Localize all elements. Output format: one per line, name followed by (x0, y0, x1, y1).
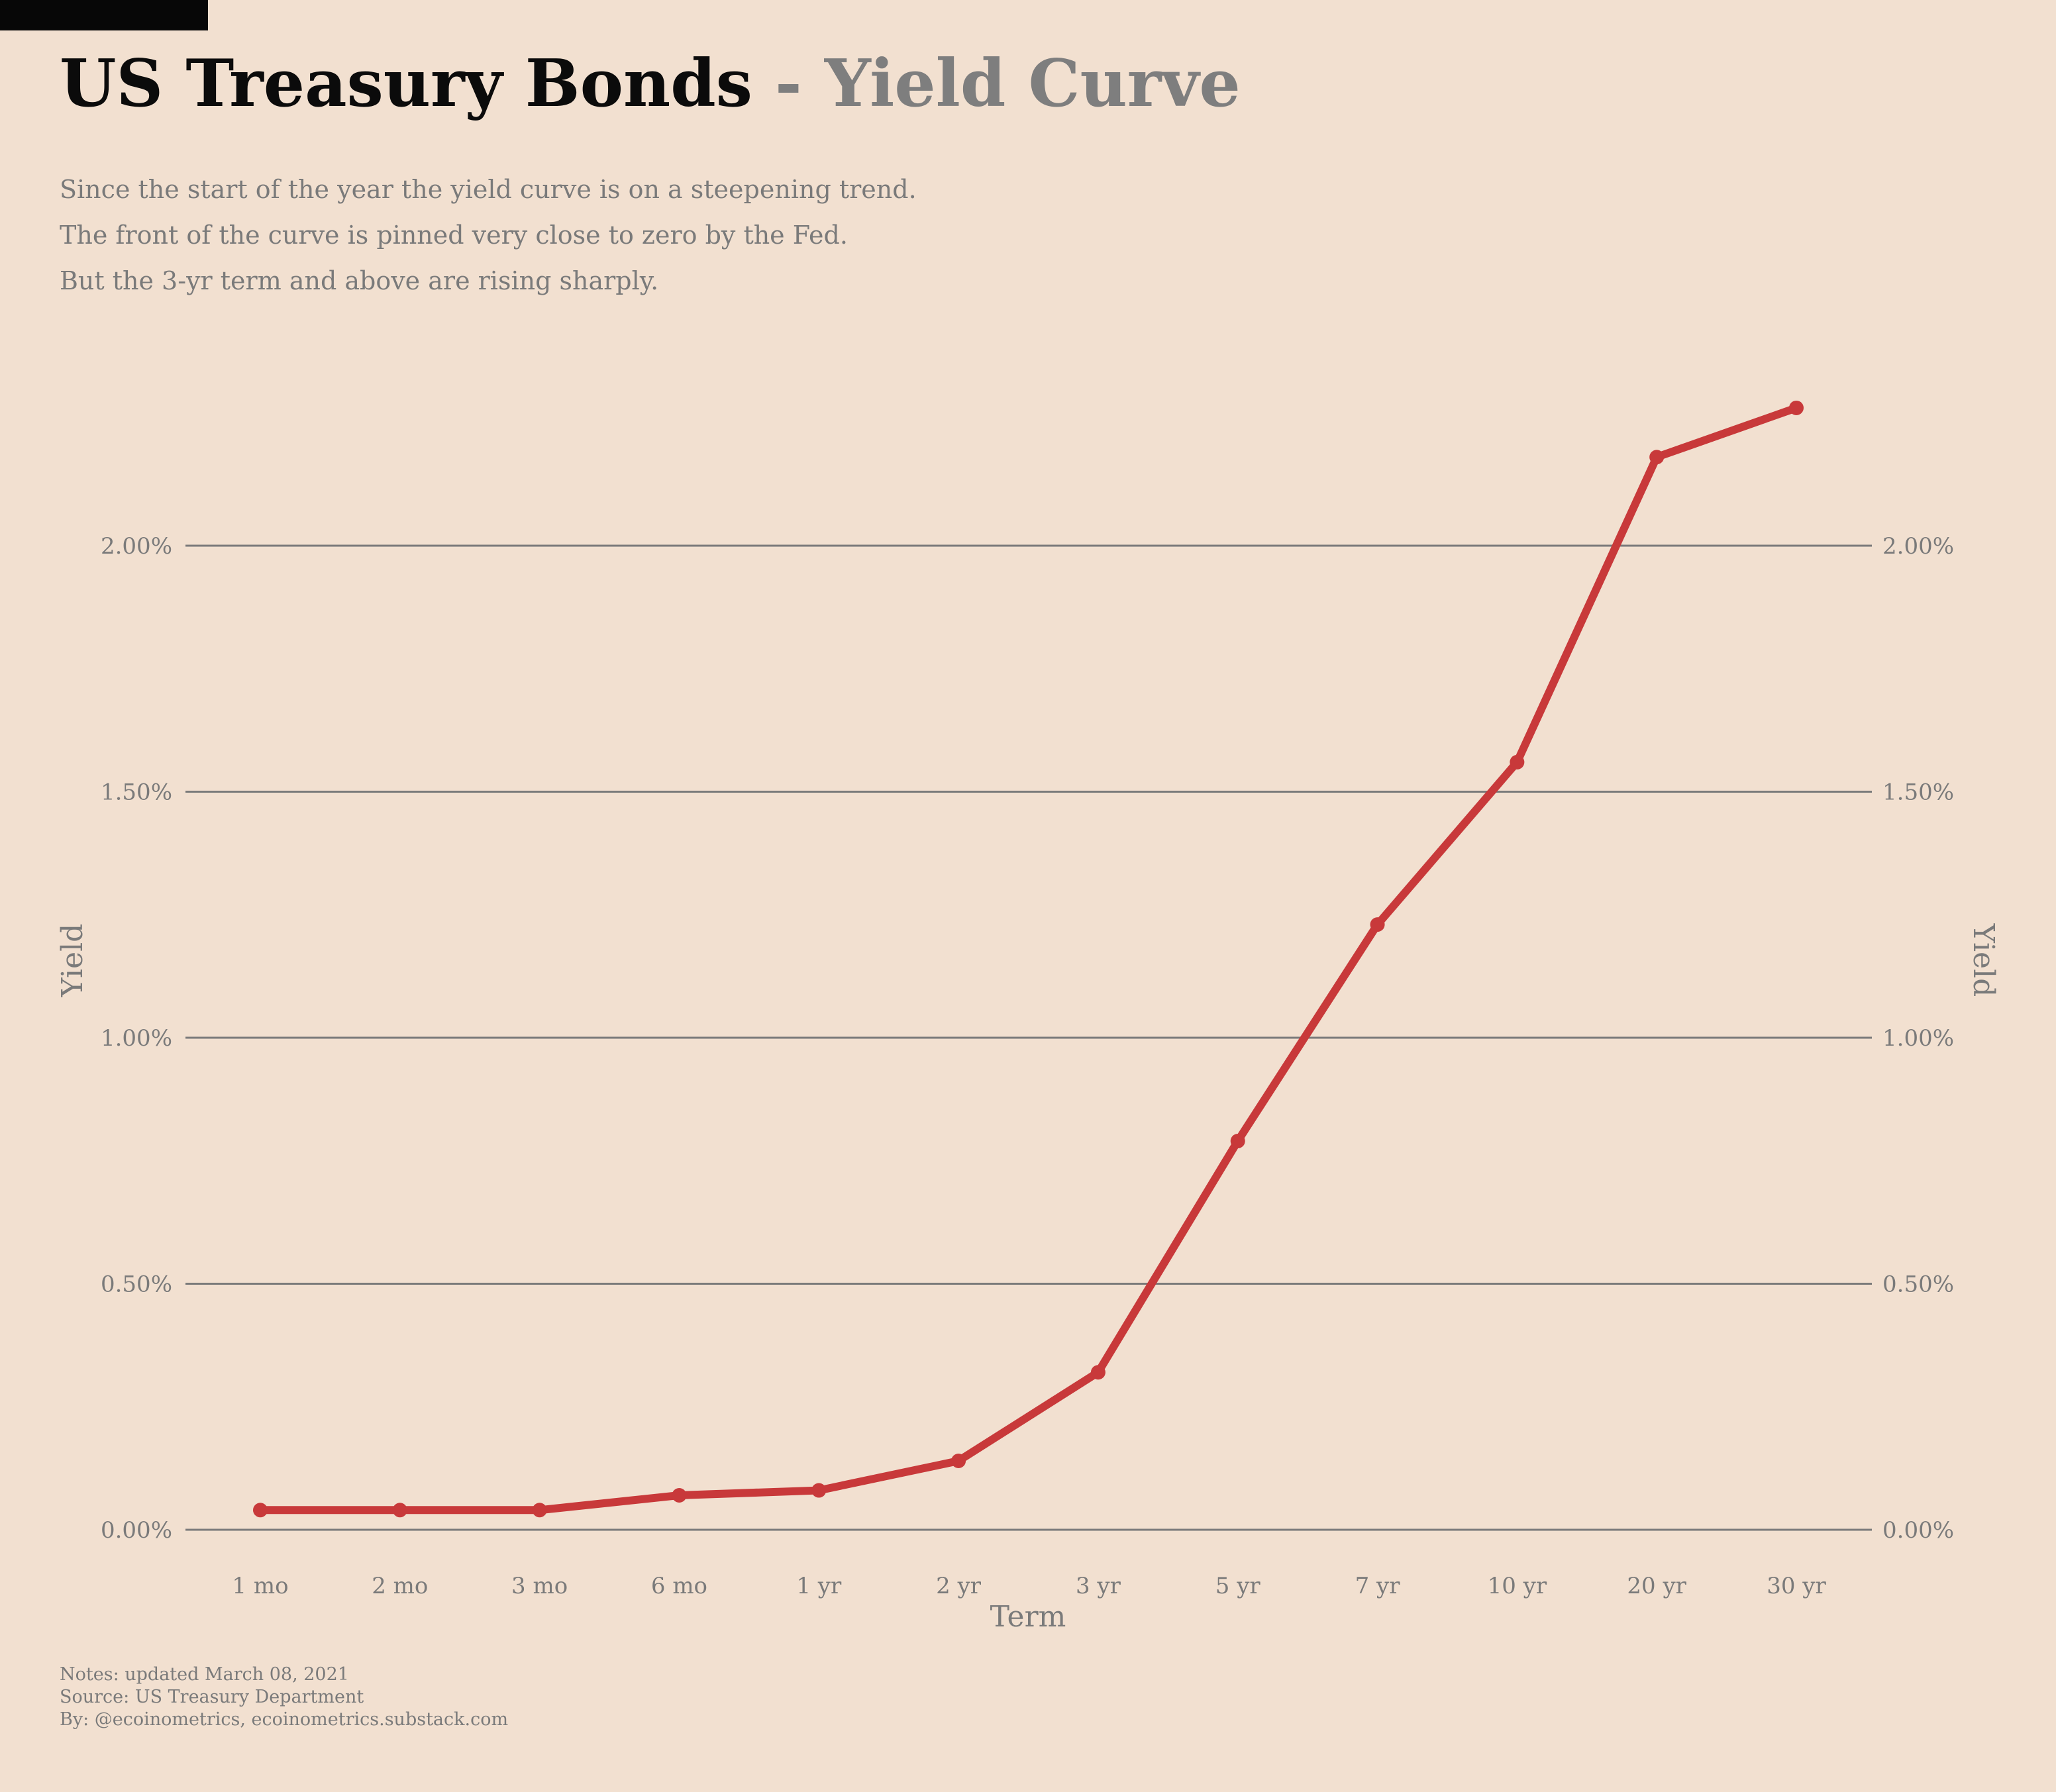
data-point (253, 1503, 268, 1518)
y-tick-label-left: 1.00% (101, 1025, 172, 1052)
footer-source: Source: US Treasury Department (60, 1687, 364, 1707)
data-point (1230, 1134, 1245, 1149)
data-point (951, 1453, 966, 1468)
title-main: US Treasury Bonds (60, 46, 752, 122)
y-tick-label-right: 0.50% (1882, 1271, 1954, 1298)
x-tick-label: 7 yr (1355, 1573, 1401, 1599)
footer-byline: By: @ecoinometrics, ecoinometrics.substa… (60, 1709, 509, 1730)
y-axis-ticks: 0.00% 0.00% 0.50% 0.50% 1.00% 1.00% 1.50% 1.50%… (101, 533, 1954, 1544)
y-tick-label-left: 2.00% (101, 533, 172, 560)
y-tick-label-left: 0.00% (101, 1517, 172, 1544)
data-point (1789, 400, 1804, 415)
x-tick-label: 10 yr (1488, 1573, 1547, 1599)
x-tick-label: 1 yr (796, 1573, 842, 1599)
chart-title: US Treasury Bonds - Yield Curve (60, 41, 1241, 127)
title-separator: - (752, 46, 825, 122)
x-tick-label: 1 mo (232, 1573, 288, 1599)
x-tick-label: 2 mo (372, 1573, 428, 1599)
y-axis-label-left: Yield (56, 924, 89, 998)
title-sub: Yield Curve (824, 46, 1241, 122)
chart-footer: Notes: updated March 08, 2021 Source: US… (60, 1664, 508, 1731)
y-tick-label-left: 0.50% (101, 1271, 172, 1298)
x-tick-label: 20 yr (1627, 1573, 1686, 1599)
data-point (811, 1483, 827, 1498)
subtitle-line: Since the start of the year the yield cu… (60, 175, 917, 204)
y-tick-label-right: 2.00% (1882, 533, 1954, 560)
gridlines (185, 544, 1872, 1531)
data-point (392, 1503, 407, 1518)
x-tick-label: 3 mo (511, 1573, 568, 1599)
x-tick-label: 6 mo (651, 1573, 707, 1599)
subtitle-line: But the 3-yr term and above are rising s… (60, 266, 659, 295)
chart-subtitle: Since the start of the year the yield cu… (60, 167, 917, 304)
data-point (1510, 754, 1525, 770)
data-point (672, 1487, 687, 1503)
y-axis-label-right: Yield (1967, 923, 2000, 997)
y-tick-label-right: 1.50% (1882, 779, 1954, 806)
x-axis-ticks: 1 mo 2 mo 3 mo 6 mo 1 yr 2 yr 3 yr 5 yr 7 yr 10 y… (232, 1573, 1826, 1599)
data-point (1649, 450, 1665, 465)
y-tick-label-left: 1.50% (101, 779, 172, 806)
subtitle-line: The front of the curve is pinned very cl… (60, 221, 848, 250)
data-point (1090, 1365, 1105, 1380)
data-point (1370, 917, 1385, 932)
x-tick-label: 5 yr (1215, 1573, 1261, 1599)
y-tick-label-right: 1.00% (1882, 1025, 1954, 1052)
top-accent-bar (0, 0, 208, 30)
x-axis-label: Term (990, 1600, 1066, 1634)
x-tick-label: 2 yr (936, 1573, 982, 1599)
x-tick-label: 3 yr (1076, 1573, 1121, 1599)
series-line (256, 403, 1800, 1515)
x-tick-label: 30 yr (1767, 1573, 1826, 1599)
data-point (532, 1503, 547, 1518)
yield-series (253, 400, 1804, 1518)
footer-notes: Notes: updated March 08, 2021 (60, 1664, 349, 1685)
y-tick-label-right: 0.00% (1882, 1517, 1954, 1544)
